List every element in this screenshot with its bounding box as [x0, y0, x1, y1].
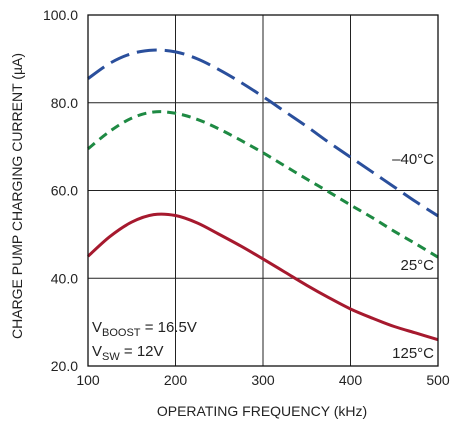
tick-labels: 100 200 300 400 500 20.0 40.0 60.0 80.0 100.0 — [43, 7, 450, 388]
y-tick-label: 40.0 — [51, 270, 78, 286]
series-line-minus40c — [87, 48, 439, 218]
condition-vboost-sub: BOOST — [102, 327, 141, 339]
y-tick-label: 100.0 — [43, 7, 78, 23]
condition-vsw-main: V — [92, 343, 102, 360]
y-tick-label: 80.0 — [51, 95, 78, 111]
condition-vboost-value: = 16.5V — [141, 319, 197, 336]
y-tick-label: 60.0 — [51, 183, 78, 199]
series-line-125c — [86, 212, 439, 342]
condition-vsw-sub: SW — [102, 351, 120, 363]
series-layer — [86, 48, 439, 342]
x-tick-label: 400 — [339, 372, 363, 388]
x-tick-label: 200 — [164, 372, 188, 388]
series-label-25c: 25°C — [400, 257, 434, 274]
x-tick-label: 100 — [76, 372, 100, 388]
x-tick-label: 300 — [251, 372, 275, 388]
x-axis-label: OPERATING FREQUENCY (kHz) — [157, 403, 367, 419]
condition-vboost: VBOOST = 16.5V — [92, 319, 197, 339]
grid — [88, 15, 438, 366]
condition-vboost-main: V — [92, 319, 102, 336]
condition-vsw-value: = 12V — [120, 343, 164, 360]
plot-frame — [87, 14, 439, 367]
series-label-minus40c: –40°C — [392, 151, 434, 168]
series-label-125c: 125°C — [392, 345, 434, 362]
x-tick-label: 500 — [426, 372, 450, 388]
y-tick-label: 20.0 — [51, 358, 78, 374]
y-axis-label: CHARGE PUMP CHARGING CURRENT (µA) — [9, 53, 25, 339]
condition-vsw: VSW = 12V — [92, 343, 164, 363]
